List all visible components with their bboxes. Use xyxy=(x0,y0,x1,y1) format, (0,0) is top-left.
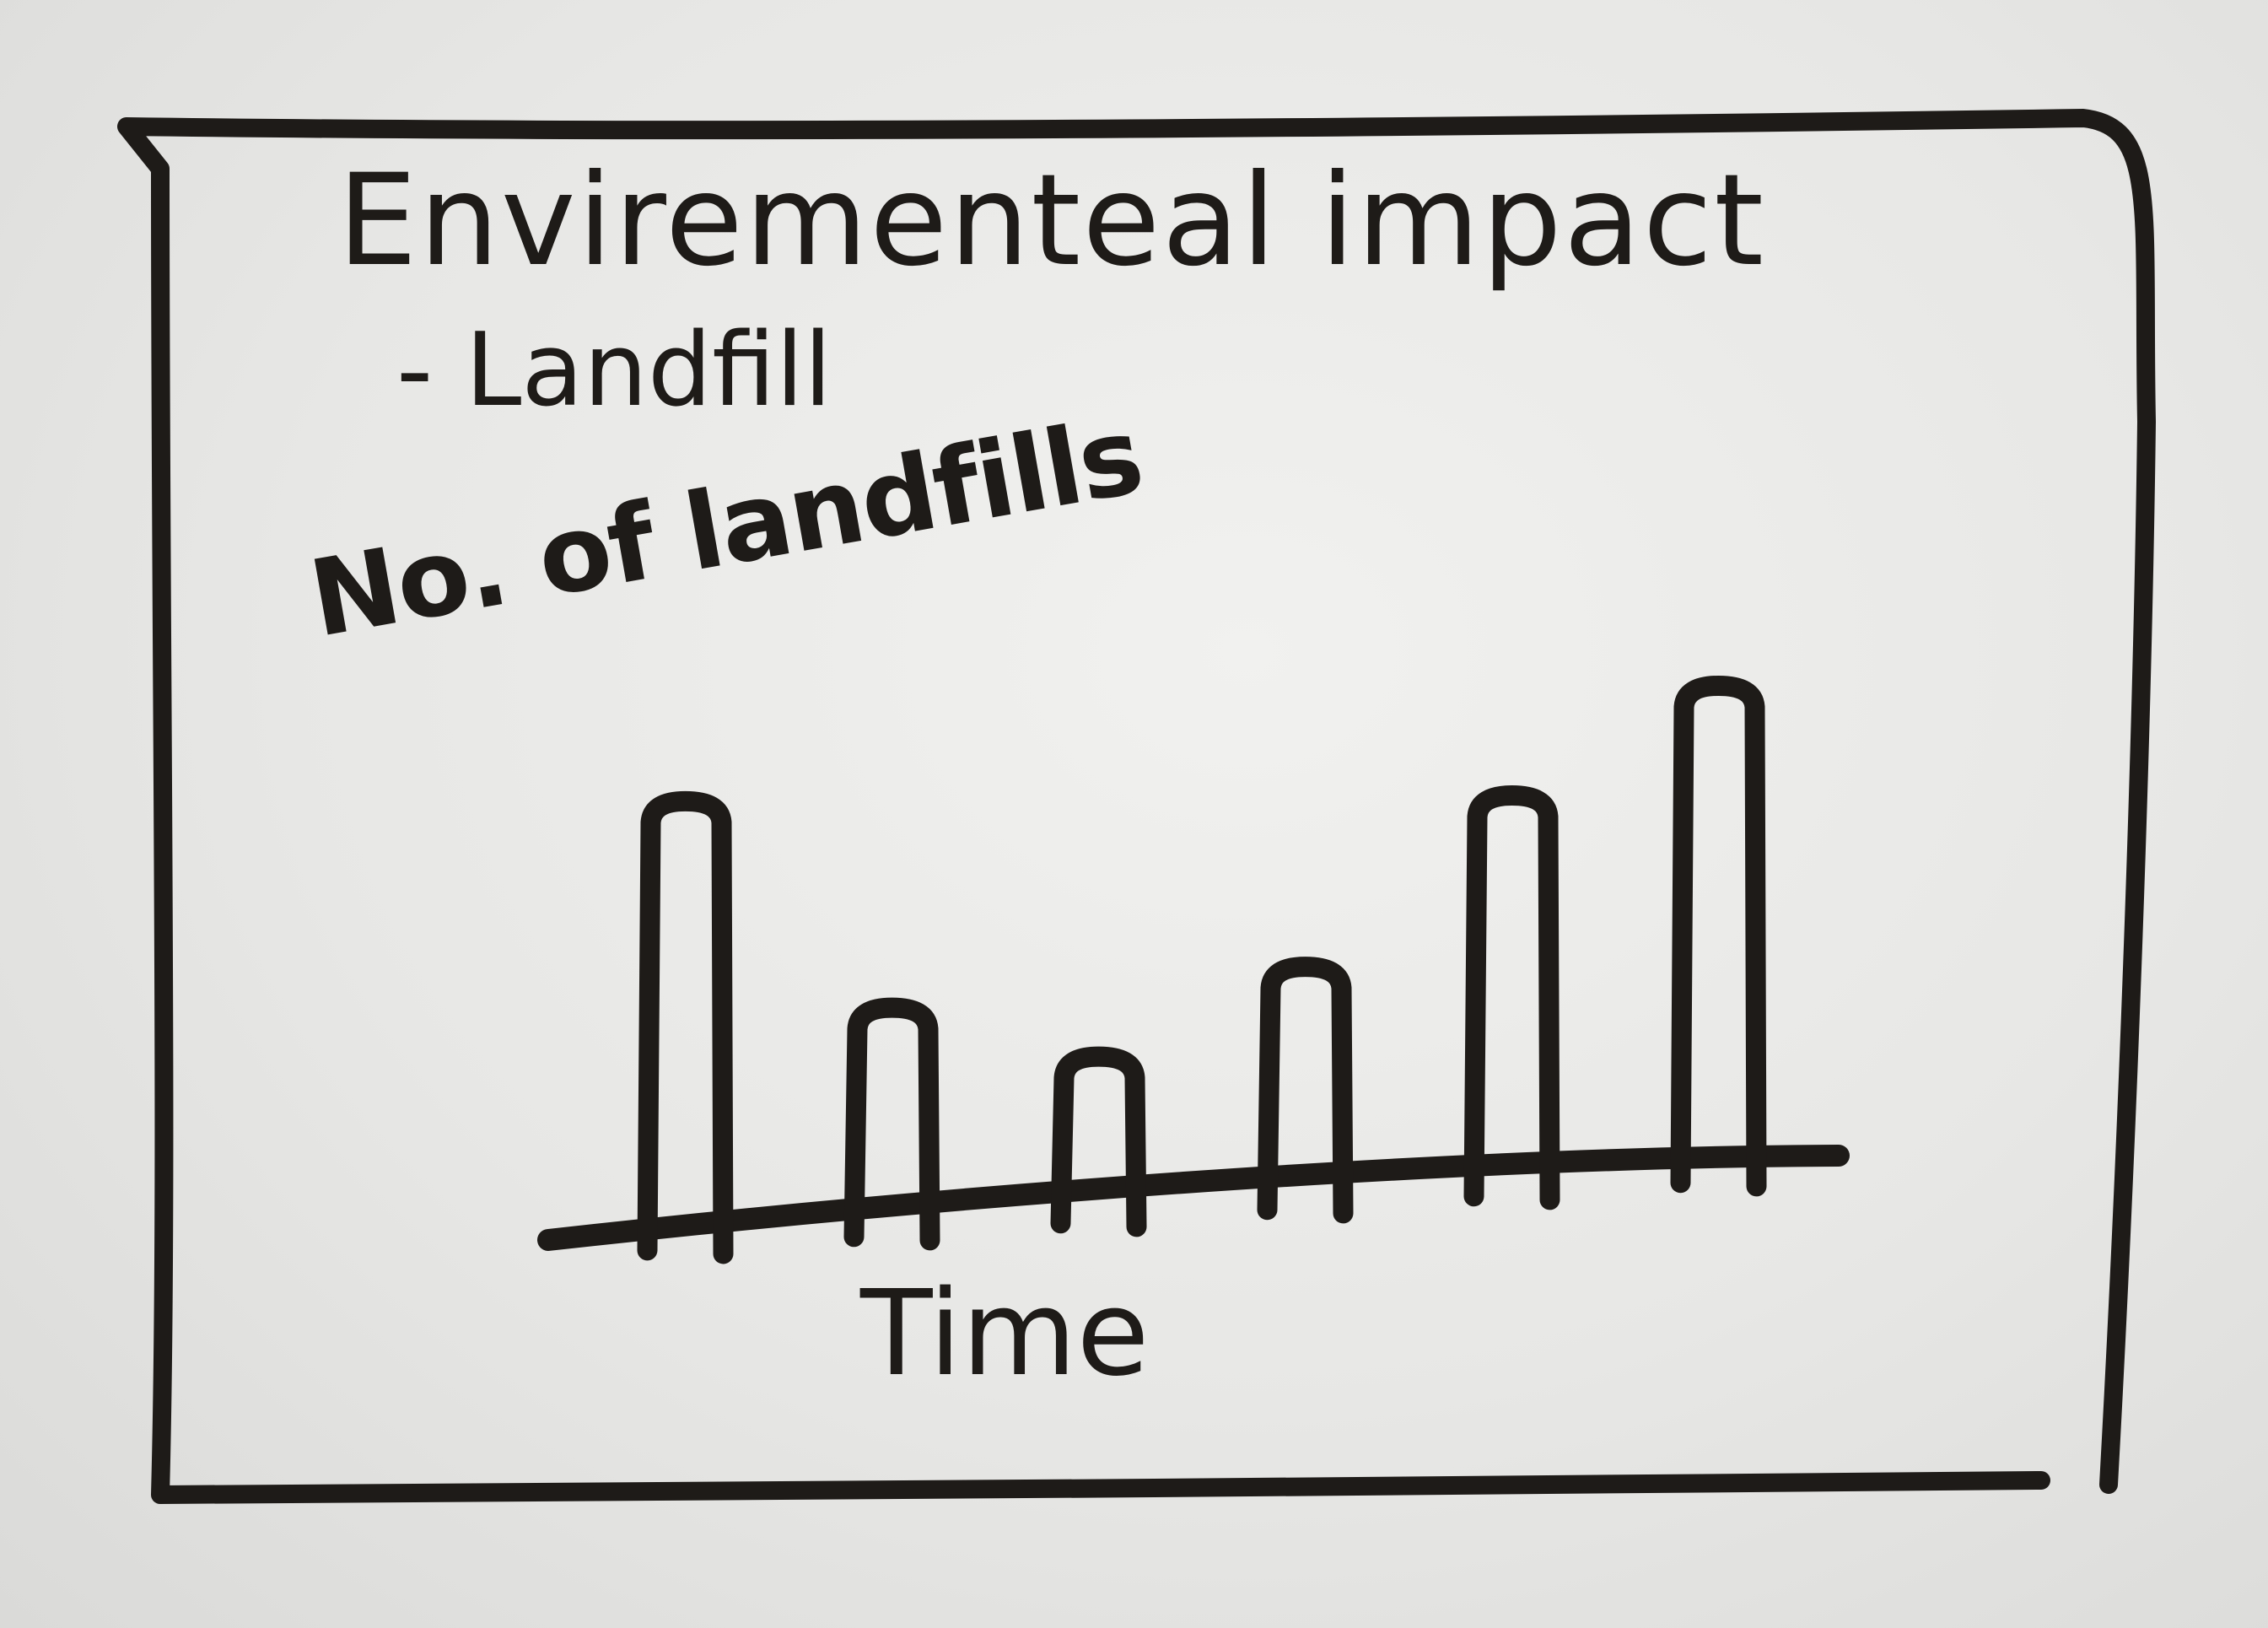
bar-4 xyxy=(1257,957,1354,1224)
bar-5 xyxy=(1463,785,1560,1210)
x-axis-line xyxy=(537,1145,1850,1251)
chart-subtitle: - Landfill xyxy=(396,312,832,429)
frame-border xyxy=(117,109,2156,1504)
bar-2 xyxy=(843,997,940,1251)
bar-1 xyxy=(637,790,734,1264)
bar-3 xyxy=(1050,1046,1147,1237)
x-axis-label: Time xyxy=(860,1265,1150,1403)
bar-6 xyxy=(1670,675,1767,1197)
chart-title: Envirementeal impact xyxy=(337,148,1766,294)
